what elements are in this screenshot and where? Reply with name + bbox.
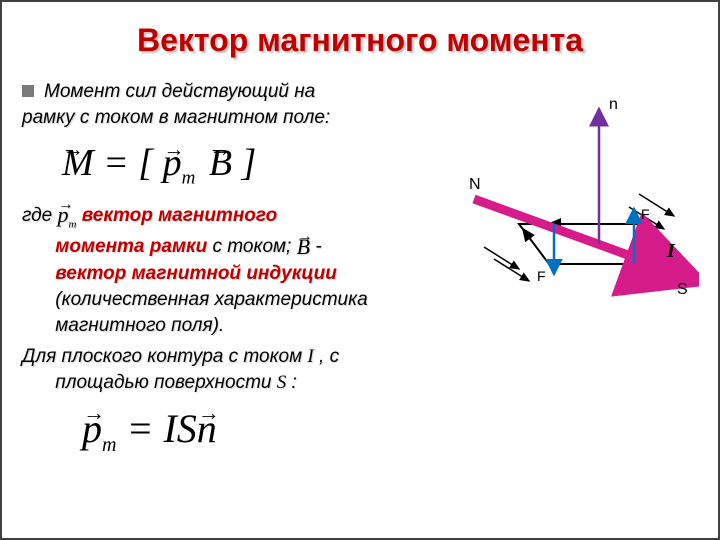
sym-pm-sub: m bbox=[182, 168, 196, 189]
vec-B: →B bbox=[209, 138, 232, 189]
diagram-column: n N S I F F bbox=[469, 79, 698, 459]
flat-line-2: , с bbox=[319, 346, 339, 367]
equation-moment: →M = [ →pm →B ] bbox=[62, 138, 459, 191]
dash: - bbox=[315, 236, 321, 257]
eq-equals: = [ bbox=[103, 142, 153, 184]
current-arrow-right bbox=[659, 244, 667, 255]
red-vec-moment-2: момента рамки bbox=[55, 236, 207, 257]
where-block: где →pm вектор магнитного момента рамки … bbox=[22, 200, 459, 339]
sym-I-inline: I bbox=[307, 346, 313, 367]
sym-S-inline: S bbox=[277, 372, 287, 393]
with-current: с током; bbox=[213, 236, 297, 257]
label-F2: F bbox=[641, 206, 650, 222]
sym-pm2-sub: m bbox=[102, 434, 116, 456]
flat-line-1: Для плоского контура с током bbox=[22, 346, 307, 367]
area-line: площадью поверхности bbox=[55, 372, 276, 393]
colon: : bbox=[292, 372, 297, 393]
current-arrow-left bbox=[523, 229, 531, 240]
bullet-1: Момент сил действующий на bbox=[22, 79, 459, 105]
eq2-equals: = bbox=[126, 406, 163, 451]
label-I: I bbox=[666, 240, 676, 262]
sym-I2: I bbox=[163, 406, 176, 451]
eq-close: ] bbox=[242, 142, 257, 184]
line-frame-field: рамку с током в магнитном поле: bbox=[22, 105, 459, 131]
text-column: Момент сил действующий на рамку с током … bbox=[22, 79, 459, 459]
label-n: n bbox=[609, 96, 618, 113]
pm-inline-sub: m bbox=[69, 218, 77, 230]
field-line-l2 bbox=[494, 259, 529, 281]
label-S: S bbox=[677, 281, 688, 298]
pm-inline: →pm bbox=[58, 200, 77, 232]
B-inline: →B bbox=[297, 232, 310, 262]
sym-S2: S bbox=[177, 406, 197, 451]
diagram-svg: n N S I F F bbox=[459, 79, 699, 339]
label-N: N bbox=[469, 176, 481, 193]
where-word: где bbox=[22, 205, 52, 226]
vec-pm: →pm bbox=[163, 138, 196, 191]
slide-title: Вектор магнитного момента bbox=[22, 22, 698, 59]
char-line-2: магнитного поля). bbox=[55, 315, 224, 336]
vec-pm2: →pm bbox=[82, 402, 116, 459]
content-row: Момент сил действующий на рамку с током … bbox=[22, 79, 698, 459]
char-line-1: (количественная характеристика bbox=[55, 289, 367, 310]
field-line-l1 bbox=[484, 247, 519, 269]
label-F1: F bbox=[537, 268, 546, 284]
bullet-square-icon bbox=[22, 85, 34, 97]
flat-contour-block: Для плоского контура с током I , с площа… bbox=[22, 344, 459, 395]
vec-n: →n bbox=[197, 402, 217, 456]
vec-M: →M bbox=[62, 138, 94, 189]
red-vec-moment-1: вектор магнитного bbox=[82, 205, 277, 226]
bullet-1-text: Момент сил действующий на bbox=[44, 79, 315, 105]
red-induction: вектор магнитной индукции bbox=[55, 263, 337, 284]
slide-frame: Вектор магнитного момента Момент сил дей… bbox=[0, 0, 720, 540]
equation-pm: →pm = IS→n bbox=[82, 402, 459, 459]
